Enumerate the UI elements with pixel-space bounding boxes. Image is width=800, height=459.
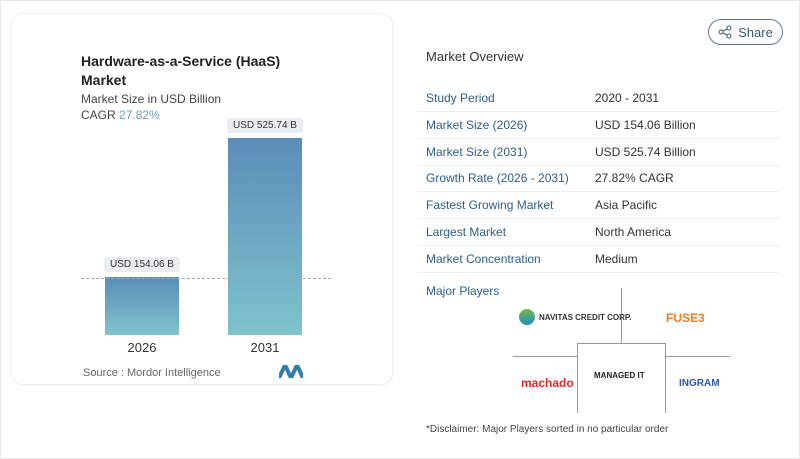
chart-card xyxy=(11,13,393,385)
row-value: USD 154.06 Billion xyxy=(595,117,696,132)
logo-navitas: NAVITAS CREDIT CORP. xyxy=(519,309,631,325)
row-value: USD 525.74 Billion xyxy=(595,144,696,159)
data-label: USD 154.06 B xyxy=(104,257,180,273)
share-button[interactable]: Share xyxy=(708,19,783,45)
overview-row: Largest Market North America xyxy=(417,219,781,246)
cagr: CAGR 27.82% xyxy=(81,108,160,122)
mordor-logo xyxy=(279,365,303,378)
bar-2031 xyxy=(228,138,302,335)
logo-machado: machado xyxy=(521,376,574,390)
share-icon xyxy=(718,25,732,39)
share-label: Share xyxy=(738,24,773,40)
row-value: Asia Pacific xyxy=(595,198,658,213)
row-label: Study Period xyxy=(426,91,495,105)
logo-fuse3: FUSE3 xyxy=(666,311,705,325)
chart-title: Hardware-as-a-Service (HaaS) Market xyxy=(81,53,281,88)
overview-row: Fastest Growing Market Asia Pacific xyxy=(417,192,781,220)
overview-row: Market Concentration Medium xyxy=(417,246,781,273)
data-label: USD 525.74 B xyxy=(227,118,303,133)
overview-row: Market Size (2026) USD 154.06 Billion xyxy=(417,112,781,139)
cagr-label: CAGR xyxy=(81,108,116,122)
row-label: Largest Market xyxy=(426,225,507,239)
disclaimer: *Disclaimer: Major Players sorted in no … xyxy=(426,424,669,435)
row-label: Fastest Growing Market xyxy=(426,198,554,213)
cagr-value: 27.82% xyxy=(119,108,160,122)
logo-frame xyxy=(577,343,666,413)
row-value: 27.82% CAGR xyxy=(595,171,674,186)
overview-row: Market Size (2031) USD 525.74 Billion xyxy=(417,139,781,166)
row-label: Market Concentration xyxy=(426,251,541,266)
logo-ingram: INGRAM xyxy=(679,378,720,389)
x-tick-label: 2026 xyxy=(127,340,157,355)
x-tick-label: 2031 xyxy=(250,340,280,355)
row-value: North America xyxy=(595,225,672,239)
overview-row: Study Period 2020 - 2031 xyxy=(417,85,781,112)
overview-row: Growth Rate (2026 - 2031) 27.82% CAGR xyxy=(417,165,781,193)
reference-line xyxy=(81,278,331,279)
row-label: Market Size (2031) xyxy=(426,144,528,159)
bar-2026 xyxy=(105,277,179,335)
row-label: Growth Rate (2026 - 2031) xyxy=(426,171,569,186)
logo-managed-it: MANAGED IT xyxy=(594,371,645,380)
row-label: Market Size (2026) xyxy=(426,117,528,132)
chart-subtitle: Market Size in USD Billion xyxy=(81,92,222,106)
source: Source : Mordor Intelligence xyxy=(83,367,221,379)
major-players-title: Major Players xyxy=(426,284,500,298)
market-overview-title: Market Overview xyxy=(426,49,524,64)
row-value: Medium xyxy=(595,251,638,266)
row-value: 2020 - 2031 xyxy=(595,91,660,105)
